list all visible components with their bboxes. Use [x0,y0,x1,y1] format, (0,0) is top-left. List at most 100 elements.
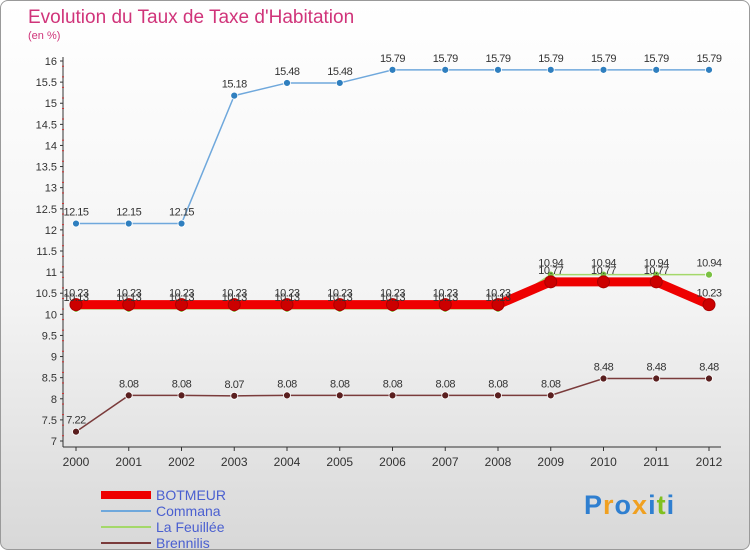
data-label-botmeur: 10.23 [380,288,405,300]
data-point-commana [124,219,133,228]
data-label-brennilis: 8.08 [383,378,403,390]
data-point-commana [177,219,186,228]
data-label-la-feuill-e: 10.13 [116,292,141,304]
data-label-brennilis: 8.48 [647,362,667,374]
data-point-commana [494,65,502,74]
data-point-commana [230,91,239,100]
y-tick-label: 15 [45,98,57,110]
data-point-commana [652,65,661,74]
data-label-commana: 15.48 [327,66,352,78]
data-point-brennilis [494,391,502,400]
data-label-brennilis: 8.08 [436,378,456,390]
y-tick-label: 10 [45,309,57,321]
data-label-brennilis: 8.08 [277,378,297,390]
chart-title: Evolution du Taux de Taxe d'Habitation [28,7,355,28]
data-point-brennilis [599,374,608,383]
data-label-commana: 15.79 [696,53,721,65]
data-label-la-feuill-e: 10.13 [433,292,458,304]
logo-letter: i [648,490,657,520]
data-point-botmeur [227,298,241,312]
data-label-botmeur: 10.77 [591,265,616,277]
data-point-botmeur [333,298,347,312]
data-label-brennilis: 7.22 [66,415,86,427]
data-label-brennilis: 8.08 [541,378,561,390]
data-label-brennilis: 8.48 [699,362,719,374]
logo-letter: i [666,490,676,520]
data-point-commana [283,79,291,87]
legend-item-commana: Commana [101,503,226,519]
y-tick-label: 11 [46,267,57,279]
data-label-commana: 12.15 [63,207,88,219]
data-label-brennilis: 8.08 [119,378,139,390]
y-tick-label: 15.5 [36,77,57,89]
data-label-botmeur: 10.77 [644,265,669,277]
y-tick-label: 7 [51,436,57,448]
data-point-brennilis [546,391,555,400]
data-point-brennilis [441,391,450,400]
data-label-botmeur: 10.23 [169,288,194,300]
data-label-brennilis: 8.07 [225,379,245,391]
data-point-commana [388,65,397,74]
data-point-botmeur [544,275,558,289]
x-tick-label: 2007 [432,455,459,469]
proxiti-logo: Proxiti [584,490,675,521]
data-label-commana: 15.48 [274,66,299,78]
y-tick-label: 11.5 [36,246,57,258]
y-tick-label: 14.5 [36,119,57,131]
legend-item-la-feuillee: La Feuillée [101,519,226,535]
data-point-botmeur [175,298,188,312]
x-tick-label: 2010 [590,455,617,469]
data-label-la-feuill-e: 10.94 [591,258,616,270]
logo-letter: r [603,490,615,520]
x-tick-label: 2008 [485,455,512,469]
logo-letter: x [632,490,649,520]
y-tick-label: 8 [51,394,57,406]
data-point-botmeur [69,298,83,312]
y-tick-label: 12.5 [36,204,57,216]
data-point-brennilis [177,391,186,400]
chart-subtitle: (en %) [28,30,61,42]
x-tick-label: 2009 [537,455,564,469]
data-point-commana [335,79,344,87]
data-point-la-feuill-e [705,270,713,279]
data-point-botmeur [386,298,399,312]
data-point-botmeur [597,275,610,289]
x-tick-label: 2002 [168,455,195,469]
data-label-la-feuill-e: 10.94 [696,258,721,270]
y-tick-label: 13 [45,183,57,195]
data-point-botmeur [438,298,452,312]
data-label-la-feuill-e: 10.13 [485,292,510,304]
data-label-commana: 15.79 [433,53,458,65]
legend-label-brennilis: Brennilis [156,535,210,550]
data-label-commana: 15.79 [644,53,669,65]
legend-item-botmeur: BOTMEUR [101,487,226,503]
legend-label-botmeur: BOTMEUR [156,487,226,503]
data-label-la-feuill-e: 10.94 [644,258,669,270]
y-tick-label: 9.5 [42,330,57,342]
data-point-commana [546,65,555,74]
data-label-brennilis: 8.08 [488,378,508,390]
data-point-brennilis [230,391,239,400]
data-point-botmeur [491,298,505,312]
data-point-commana [441,65,450,74]
data-point-commana [72,219,80,228]
y-tick-label: 13.5 [36,162,57,174]
data-label-botmeur: 10.23 [222,288,247,300]
data-label-commana: 15.79 [485,53,510,65]
data-point-commana [705,65,713,74]
y-tick-label: 9 [51,352,57,364]
y-tick-label: 14 [45,140,57,152]
data-label-botmeur: 10.23 [63,288,88,300]
data-label-botmeur: 10.77 [538,265,563,277]
data-label-commana: 15.18 [222,79,247,91]
x-tick-label: 2005 [326,455,353,469]
logo-letter: P [584,490,604,520]
data-label-la-feuill-e: 10.94 [538,258,563,270]
data-label-botmeur: 10.23 [116,288,141,300]
data-label-la-feuill-e: 10.13 [380,292,405,304]
data-label-commana: 12.15 [169,207,194,219]
data-point-botmeur [280,298,294,312]
legend-item-brennilis: Brennilis [101,535,226,550]
